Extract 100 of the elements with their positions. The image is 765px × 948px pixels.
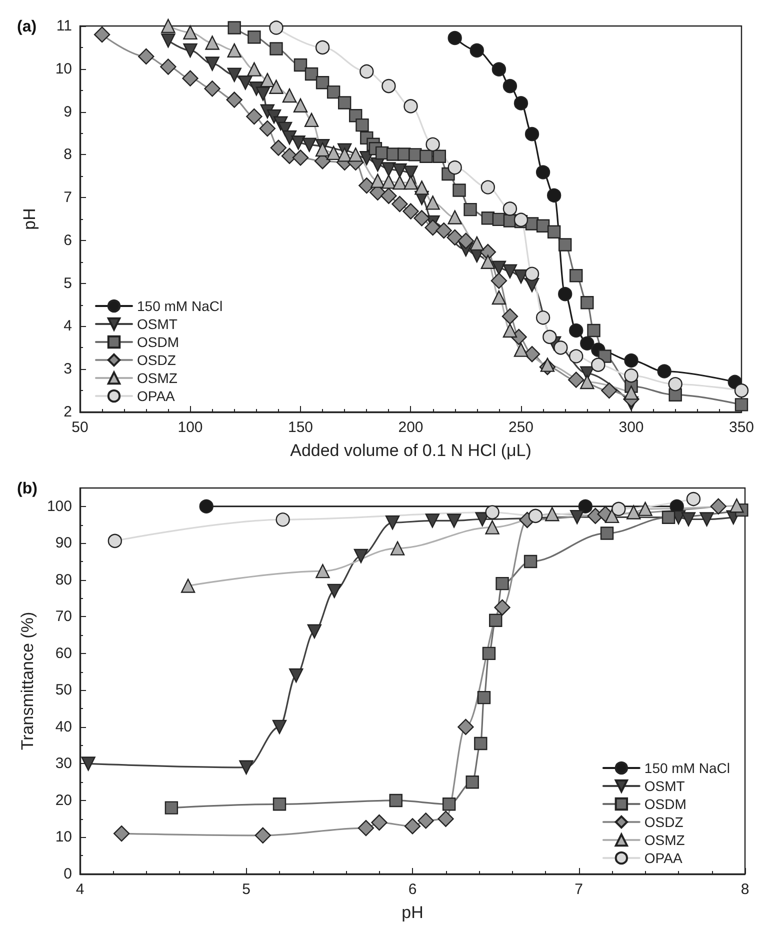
point <box>282 130 297 145</box>
y-tick-label: 40 <box>55 718 72 736</box>
point <box>315 142 330 157</box>
x-tick-label: 300 <box>618 419 644 436</box>
point <box>294 58 308 72</box>
legend-label: OSDM <box>137 334 179 350</box>
x-tick-label: 200 <box>398 419 424 436</box>
point <box>580 296 594 310</box>
point <box>226 92 242 108</box>
point <box>316 564 330 578</box>
point <box>601 382 618 399</box>
point <box>404 99 418 114</box>
point <box>436 222 452 239</box>
point <box>272 720 287 734</box>
x-tick-label: 250 <box>508 419 534 436</box>
y-tick-label: 9 <box>64 103 72 120</box>
point <box>418 812 434 829</box>
point <box>734 398 748 412</box>
point <box>542 330 557 344</box>
point <box>292 150 309 166</box>
y-tick-label: 30 <box>55 755 72 772</box>
legend-label: OSDZ <box>644 814 684 830</box>
point <box>502 323 518 338</box>
point <box>304 112 319 128</box>
point <box>546 188 562 203</box>
point <box>360 64 374 79</box>
point <box>524 554 538 568</box>
point <box>420 150 433 163</box>
point <box>424 219 441 236</box>
point <box>227 68 242 82</box>
point <box>528 508 543 524</box>
x-tick-label: 5 <box>242 881 250 898</box>
point <box>477 690 491 704</box>
point <box>239 760 254 774</box>
point <box>686 492 701 506</box>
y-tick-label: 20 <box>55 792 72 809</box>
point <box>138 48 154 65</box>
point <box>302 138 316 152</box>
x-tick-label: 8 <box>740 881 750 898</box>
point <box>502 264 518 278</box>
x-axis-title: pH <box>402 903 424 922</box>
point <box>402 203 419 220</box>
point <box>514 96 528 110</box>
point <box>326 146 341 160</box>
point <box>246 108 262 125</box>
x-axis-title: Added volume of 0.1 N HCl (μL) <box>290 441 532 460</box>
point <box>624 353 638 368</box>
point <box>668 377 682 392</box>
point <box>464 202 477 216</box>
point <box>260 72 275 88</box>
y-tick-label: 6 <box>64 232 72 249</box>
point <box>502 78 518 94</box>
point <box>492 260 506 275</box>
point <box>569 349 584 364</box>
point <box>657 364 672 378</box>
point <box>496 576 509 590</box>
point <box>270 140 287 156</box>
point <box>489 614 502 627</box>
point <box>485 520 500 534</box>
point <box>337 148 352 162</box>
legend-label: OSMZ <box>644 832 686 848</box>
point <box>545 507 560 522</box>
point <box>414 210 430 226</box>
point <box>392 196 408 212</box>
point <box>389 794 402 808</box>
legend-label: OSMT <box>644 778 686 794</box>
point <box>382 78 396 94</box>
point <box>446 229 463 246</box>
y-tick-label: 10 <box>55 828 72 846</box>
point <box>448 30 462 46</box>
point <box>414 180 429 195</box>
point <box>382 162 396 176</box>
point <box>358 820 374 836</box>
point <box>404 166 418 180</box>
point <box>307 624 322 638</box>
point <box>612 502 626 516</box>
y-tick-label: 5 <box>64 274 72 292</box>
point <box>380 188 397 204</box>
point <box>164 801 178 814</box>
legend-label: OPAA <box>644 850 683 866</box>
y-tick-label: 0 <box>64 866 72 882</box>
point <box>474 736 488 750</box>
point <box>426 137 440 152</box>
point <box>490 272 508 289</box>
point <box>404 818 421 834</box>
point <box>514 269 528 284</box>
point <box>580 374 594 390</box>
point <box>681 512 696 526</box>
legend-label: OPAA <box>137 388 176 404</box>
legend-label: OSMT <box>137 316 178 332</box>
y-tick-label: 3 <box>64 360 72 378</box>
point <box>558 286 572 302</box>
point <box>327 584 342 598</box>
y-axis-title: pH <box>20 208 39 230</box>
point <box>293 98 308 112</box>
point <box>282 88 297 103</box>
point <box>448 160 462 175</box>
x-tick-label: 350 <box>728 419 754 436</box>
point <box>182 70 198 86</box>
point <box>247 62 262 76</box>
